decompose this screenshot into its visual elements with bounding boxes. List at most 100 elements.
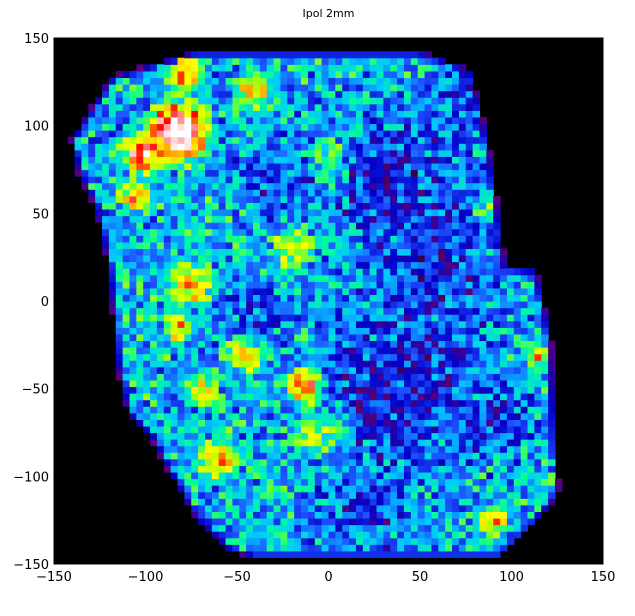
heatmap-cell (397, 412, 405, 420)
heatmap-cell (156, 393, 165, 401)
heatmap-cell (431, 195, 439, 203)
heatmap-cell (342, 84, 350, 92)
heatmap-cell (239, 235, 247, 243)
heatmap-cell (156, 143, 165, 151)
heatmap-cell (527, 517, 535, 526)
heatmap-cell (321, 189, 330, 197)
heatmap-cell (424, 504, 433, 512)
heatmap-cell (246, 425, 254, 434)
heatmap-cell (170, 439, 179, 447)
heatmap-cell (383, 340, 391, 348)
heatmap-cell (417, 439, 426, 447)
heatmap-cell (314, 70, 323, 79)
heatmap-cell (88, 103, 96, 111)
heatmap-cell (156, 406, 165, 414)
heatmap-cell (410, 333, 419, 342)
heatmap-cell (211, 320, 220, 328)
heatmap-cell (129, 156, 137, 164)
heatmap-cell (266, 379, 275, 388)
heatmap-cell (431, 425, 439, 434)
heatmap-cell (458, 241, 467, 249)
heatmap-cell (177, 195, 185, 203)
heatmap-cell (143, 215, 151, 223)
heatmap-cell (383, 77, 391, 85)
heatmap-cell (266, 110, 275, 118)
heatmap-cell (554, 485, 563, 493)
heatmap-cell (321, 254, 330, 263)
heatmap-cell (486, 215, 494, 223)
heatmap-cell (287, 399, 295, 407)
heatmap-cell (479, 386, 487, 394)
heatmap-cell (335, 90, 343, 98)
heatmap-cell (266, 228, 275, 236)
heatmap-cell (225, 524, 234, 532)
heatmap-cell (280, 386, 288, 394)
heatmap-cell (479, 261, 487, 269)
heatmap-cell (294, 333, 302, 342)
heatmap-cell (150, 281, 158, 289)
heatmap-cell (321, 511, 330, 519)
heatmap-cell (184, 419, 192, 427)
heatmap-cell (472, 314, 481, 322)
heatmap-cell (431, 169, 439, 177)
heatmap-cell (177, 110, 185, 118)
heatmap-cell (376, 445, 384, 453)
heatmap-cell (95, 208, 103, 217)
heatmap-cell (191, 274, 199, 282)
heatmap-cell (253, 419, 261, 427)
heatmap-cell (431, 419, 439, 427)
heatmap-cell (403, 439, 412, 447)
heatmap-cell (369, 143, 378, 151)
heatmap-cell (548, 373, 556, 381)
heatmap-cell (246, 307, 254, 315)
heatmap-cell (239, 182, 247, 190)
heatmap-cell (273, 504, 282, 512)
heatmap-cell (253, 97, 261, 105)
heatmap-cell (500, 471, 508, 480)
heatmap-cell (280, 393, 288, 401)
heatmap-cell (390, 241, 398, 249)
heatmap-cell (458, 517, 467, 526)
heatmap-cell (184, 452, 192, 460)
heatmap-cell (342, 143, 350, 151)
heatmap-cell (239, 241, 247, 249)
heatmap-cell (417, 195, 426, 203)
heatmap-cell (410, 432, 419, 440)
heatmap-cell (397, 458, 405, 466)
heatmap-cell (170, 274, 179, 282)
heatmap-cell (232, 254, 240, 263)
heatmap-cell (301, 386, 309, 394)
heatmap-cell (150, 287, 158, 296)
heatmap-cell (294, 215, 302, 223)
heatmap-cell (225, 419, 234, 427)
heatmap-cell (129, 393, 137, 401)
heatmap-cell (527, 379, 535, 388)
heatmap-cell (383, 432, 391, 440)
heatmap-cell (527, 498, 535, 506)
heatmap-cell (307, 320, 316, 328)
heatmap-cell (328, 222, 336, 230)
heatmap-cell (273, 110, 282, 118)
heatmap-cell (150, 222, 158, 230)
heatmap-cell (369, 491, 378, 499)
heatmap-cell (383, 149, 391, 157)
heatmap-cell (232, 241, 240, 249)
heatmap-cell (307, 195, 316, 203)
heatmap-cell (259, 360, 268, 368)
heatmap-cell (129, 182, 137, 190)
heatmap-cell (541, 386, 549, 394)
heatmap-cell (362, 110, 371, 118)
heatmap-cell (211, 77, 220, 85)
heatmap-cell (438, 406, 446, 414)
heatmap-cell (294, 241, 302, 249)
heatmap-cell (143, 419, 151, 427)
heatmap-cell (500, 314, 508, 322)
heatmap-cell (225, 360, 234, 368)
heatmap-cell (150, 353, 158, 361)
heatmap-cell (486, 379, 494, 388)
heatmap-cell (163, 268, 172, 276)
heatmap-cell (479, 544, 487, 552)
heatmap-cell (424, 379, 433, 388)
heatmap-cell (397, 445, 405, 453)
heatmap-cell (472, 149, 481, 157)
